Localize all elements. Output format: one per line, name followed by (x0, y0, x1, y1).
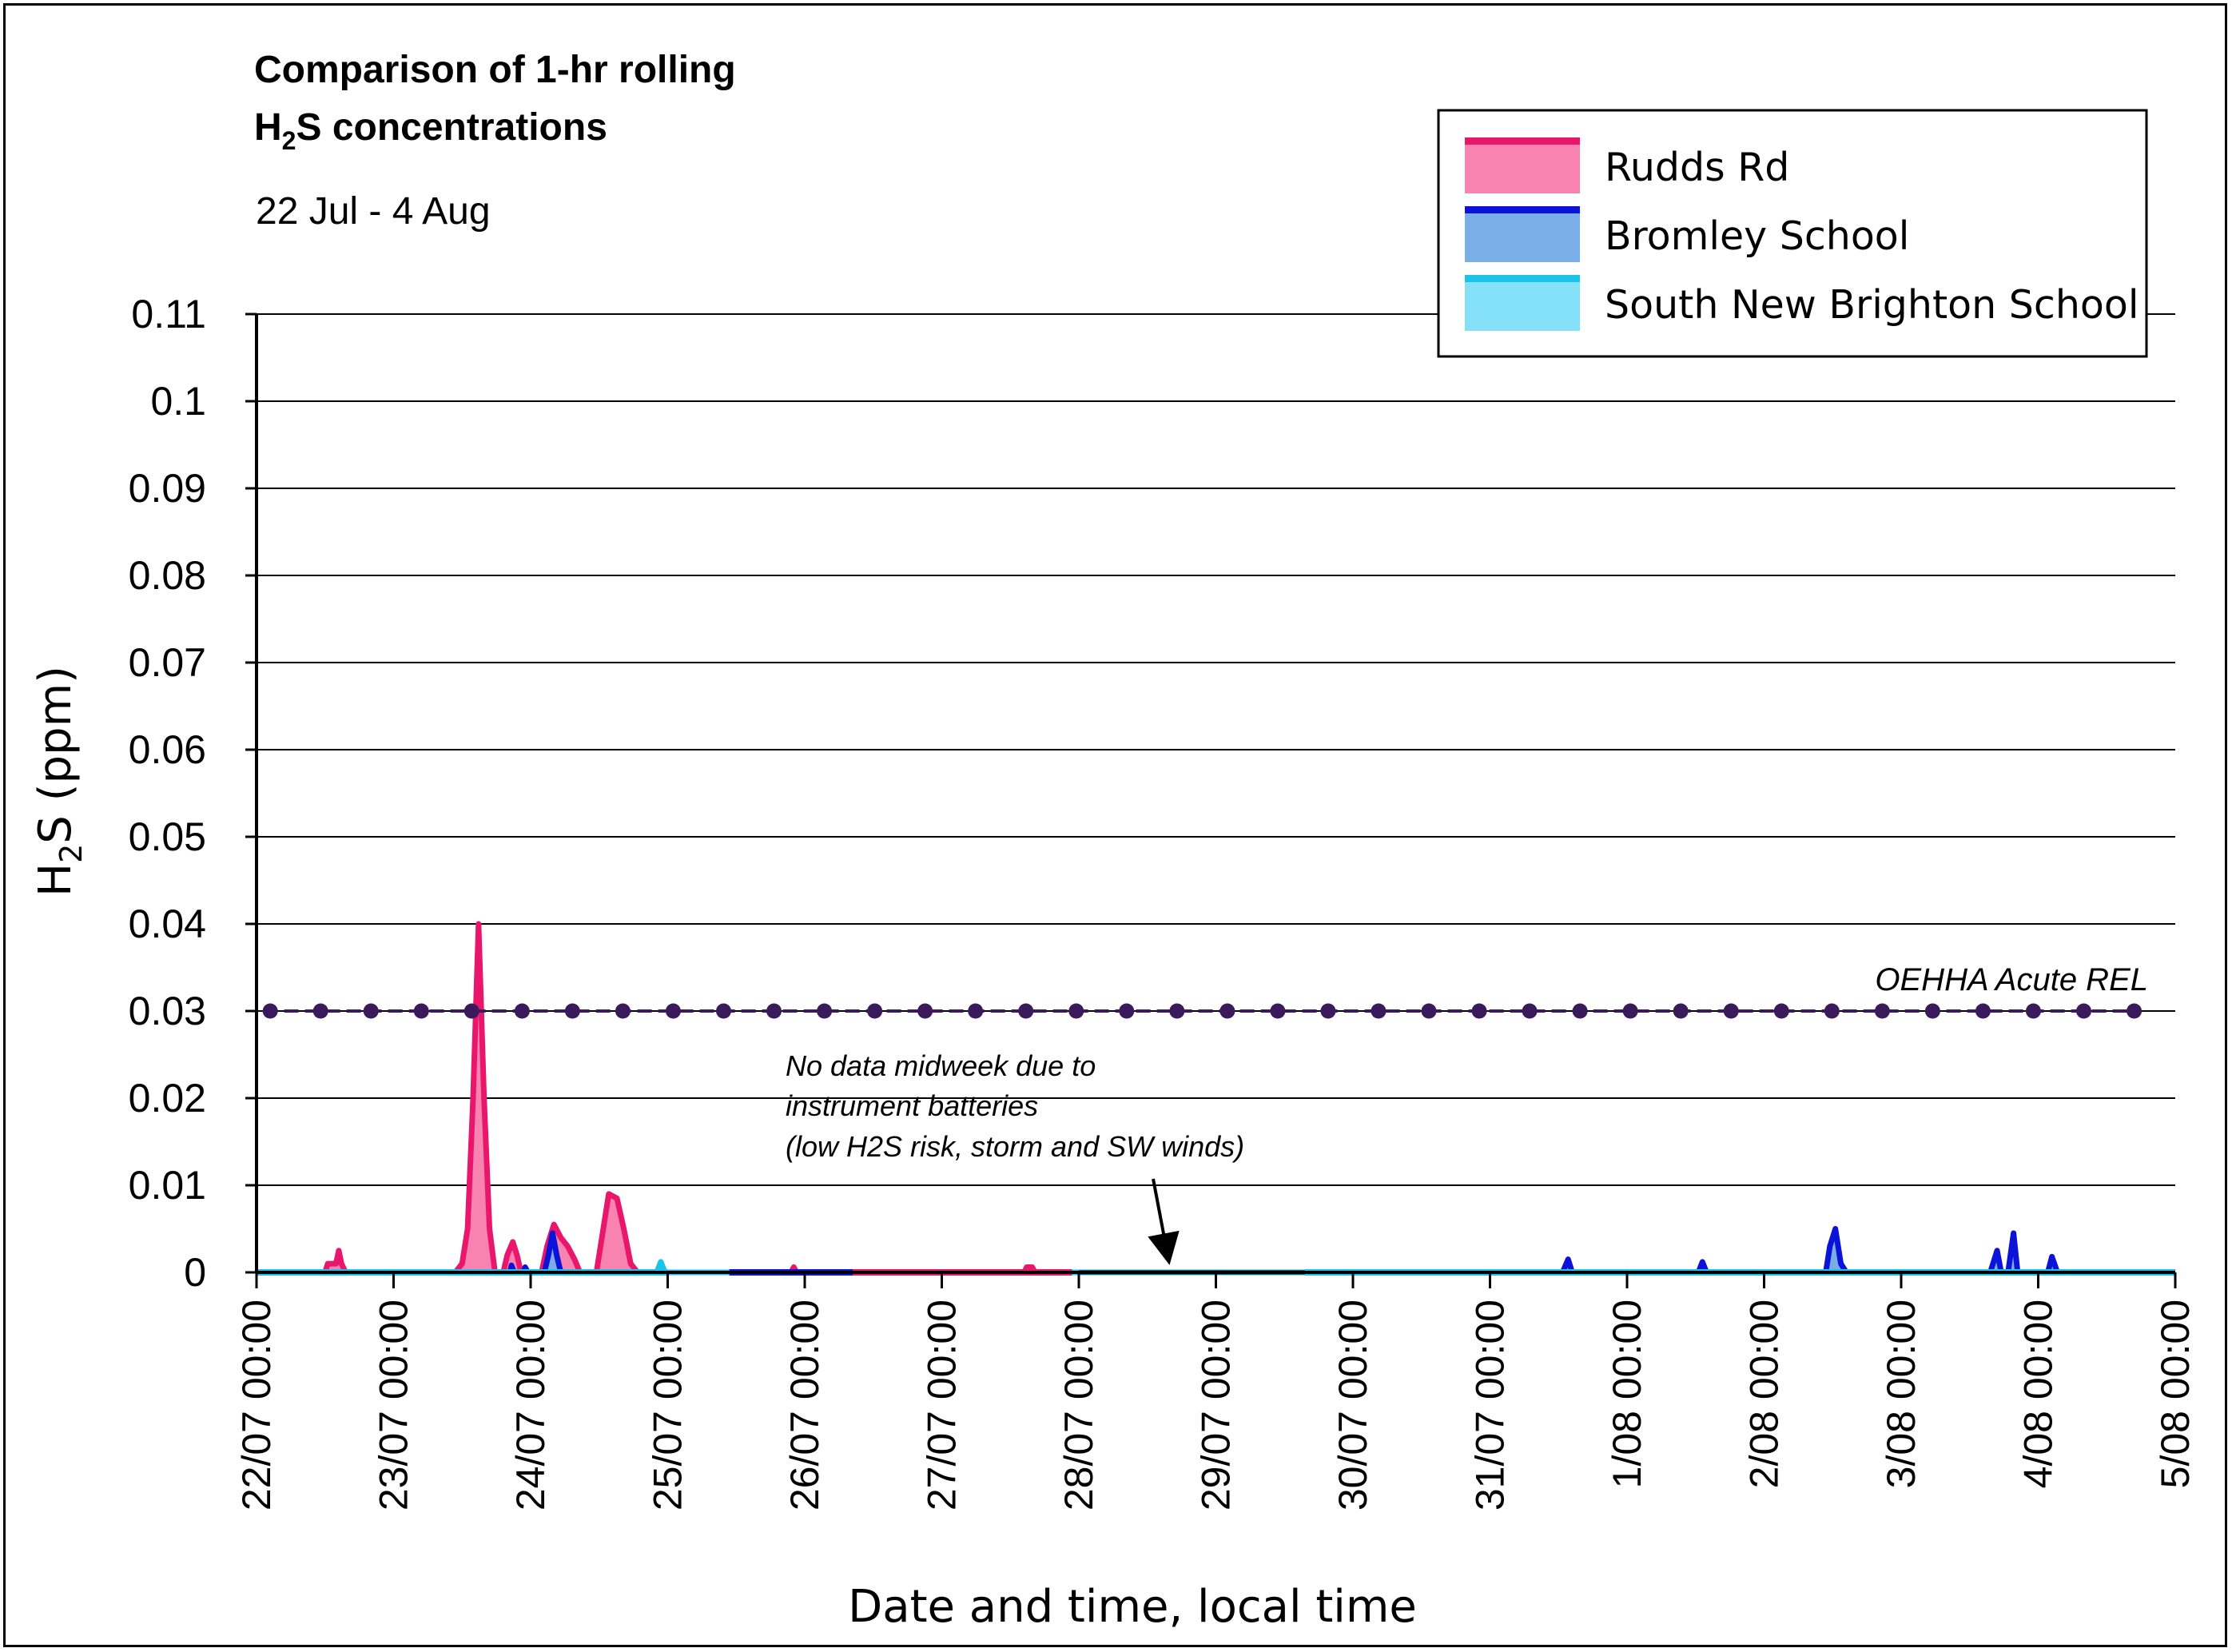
reference-marker (312, 1003, 328, 1019)
legend-swatch-line-bromley-school (1465, 206, 1580, 213)
x-tick-labels: 22/07 00:00 23/07 00:00 24/07 00:00 25/07 0… (234, 1300, 2198, 1511)
reference-marker (1874, 1003, 1890, 1019)
annotation-arrow (1148, 1178, 1180, 1265)
legend-label-rudds-rd: Rudds Rd (1605, 145, 1789, 190)
x-tick-label: 23/07 00:00 (372, 1300, 416, 1511)
legend-label-south-new-brighton-school: South New Brighton School (1605, 282, 2139, 328)
reference-marker (2076, 1003, 2092, 1019)
reference-marker (917, 1003, 933, 1019)
x-tick-label: 27/07 00:00 (920, 1300, 965, 1511)
y-tick-label: 0.04 (129, 902, 206, 946)
reference-marker (1421, 1003, 1437, 1019)
y-tick-label: 0 (184, 1250, 206, 1295)
legend-swatch-bromley-school (1465, 209, 1580, 262)
reference-marker (413, 1003, 429, 1019)
reference-marker (1522, 1003, 1538, 1019)
reference-line (262, 1003, 2142, 1019)
reference-marker (1270, 1003, 1286, 1019)
chart-title-line2: H2S concentrations (254, 106, 607, 155)
reference-marker (615, 1003, 631, 1019)
reference-marker (1622, 1003, 1638, 1019)
reference-marker (1924, 1003, 1940, 1019)
reference-marker (1371, 1003, 1387, 1019)
y-tick-label: 0.01 (129, 1163, 206, 1208)
reference-marker (262, 1003, 278, 1019)
reference-marker (1169, 1003, 1185, 1019)
x-tick-label: 26/07 00:00 (782, 1300, 827, 1511)
legend-swatch-rudds-rd (1465, 141, 1580, 193)
reference-marker (1320, 1003, 1336, 1019)
reference-marker (715, 1003, 731, 1019)
reference-marker (2127, 1003, 2142, 1019)
reference-marker (1068, 1003, 1084, 1019)
x-tick-label: 5/08 00:00 (2153, 1300, 2198, 1488)
legend-item-bromley-school: Bromley School (1465, 206, 1909, 262)
reference-marker (817, 1003, 833, 1019)
y-axis-title: H2S (ppm) (30, 666, 89, 897)
axes (245, 312, 2177, 1288)
legend-swatch-south-new-brighton-school (1465, 278, 1580, 331)
annotation-line3: (low H2S risk, storm and SW winds) (786, 1130, 1244, 1163)
y-tick-label: 0.03 (129, 989, 206, 1033)
reference-marker (1673, 1003, 1689, 1019)
reference-marker (1773, 1003, 1789, 1019)
x-tick-label: 4/08 00:00 (2016, 1300, 2061, 1488)
y-tick-label: 0.06 (129, 727, 206, 772)
y-tick-labels: 0 0.01 0.02 0.03 0.04 0.05 0.06 0.07 0.08 0.09 0.1… (129, 292, 206, 1295)
reference-marker (1572, 1003, 1588, 1019)
x-tick-label: 24/07 00:00 (508, 1300, 553, 1511)
reference-marker (564, 1003, 580, 1019)
reference-marker (1018, 1003, 1034, 1019)
reference-marker (1471, 1003, 1487, 1019)
legend-item-south-new-brighton-school: South New Brighton School (1465, 275, 2139, 331)
legend-swatch-line-rudds-rd (1465, 137, 1580, 145)
reference-marker (464, 1003, 479, 1019)
legend-swatch-line-south-new-brighton-school (1465, 275, 1580, 282)
reference-line-label: OEHHA Acute REL (1875, 962, 2148, 997)
reference-marker (1723, 1003, 1739, 1019)
reference-marker (514, 1003, 530, 1019)
y-tick-label: 0.08 (129, 553, 206, 598)
annotation-line2: instrument batteries (786, 1089, 1038, 1122)
y-tick-label: 0.1 (150, 379, 206, 424)
x-tick-label: 2/08 00:00 (1742, 1300, 1787, 1488)
reference-marker (766, 1003, 782, 1019)
reference-marker (1975, 1003, 1991, 1019)
y-tick-label: 0.02 (129, 1076, 206, 1121)
reference-marker (1824, 1003, 1840, 1019)
reference-marker (867, 1003, 883, 1019)
reference-marker (665, 1003, 681, 1019)
chart-title-line1: Comparison of 1-hr rolling (254, 49, 736, 91)
x-tick-label: 1/08 00:00 (1605, 1300, 1649, 1488)
x-tick-label: 29/07 00:00 (1194, 1300, 1239, 1511)
y-tick-label: 0.09 (129, 466, 206, 511)
x-tick-label: 25/07 00:00 (646, 1300, 690, 1511)
chart-frame (3, 3, 2227, 1647)
x-tick-label: 30/07 00:00 (1331, 1300, 1375, 1511)
reference-marker (1119, 1003, 1135, 1019)
reference-marker (363, 1003, 379, 1019)
y-tick-label: 0.07 (129, 640, 206, 685)
x-tick-label: 3/08 00:00 (1879, 1300, 1924, 1488)
y-tick-label: 0.11 (131, 292, 206, 336)
x-axis-title: Date and time, local time (848, 1581, 1417, 1633)
reference-marker (1219, 1003, 1235, 1019)
annotation-line1: No data midweek due to (786, 1049, 1096, 1082)
x-tick-label: 28/07 00:00 (1056, 1300, 1101, 1511)
reference-marker (2025, 1003, 2041, 1019)
x-tick-label: 31/07 00:00 (1468, 1300, 1513, 1511)
chart-subtitle: 22 Jul - 4 Aug (256, 190, 491, 233)
y-tick-label: 0.05 (129, 814, 206, 859)
x-tick-label: 22/07 00:00 (234, 1300, 279, 1511)
reference-marker (968, 1003, 984, 1019)
legend: Rudds Rd Bromley School South New Bright… (1437, 109, 2148, 358)
legend-item-rudds-rd: Rudds Rd (1465, 137, 1789, 193)
legend-label-bromley-school: Bromley School (1605, 213, 1909, 259)
gridlines (257, 313, 2175, 1186)
